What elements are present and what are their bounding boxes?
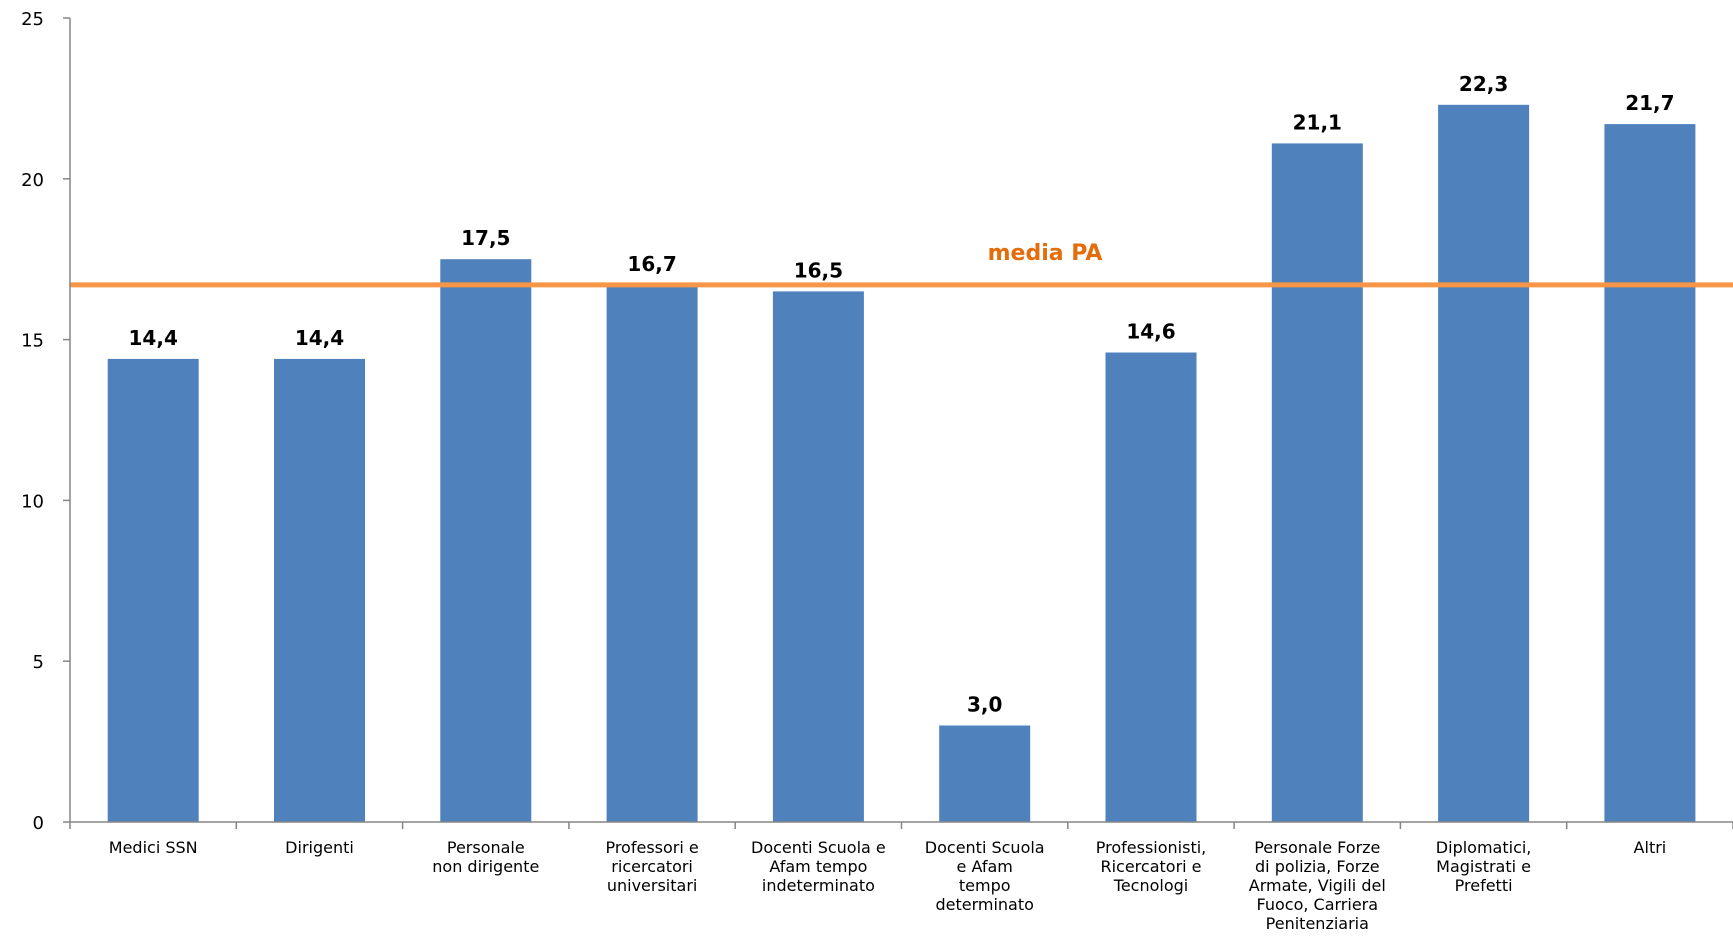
data-label: 14,4 [295, 326, 344, 350]
x-tick-label: Altri [1634, 838, 1667, 857]
x-tick-label: Docenti Scuola e Afam tempo determinato [925, 838, 1045, 914]
bar [107, 358, 199, 822]
bar [1438, 104, 1530, 823]
y-tick-label: 25 [21, 9, 44, 30]
reference-line-label: media PA [988, 241, 1103, 266]
x-tick-label: Docenti Scuola e Afam tempo indeterminato [751, 838, 886, 895]
bar [606, 284, 698, 822]
data-label: 14,4 [129, 326, 178, 350]
x-tick-label: Professori e ricercatori universitari [605, 838, 698, 895]
x-tick-label: Professionisti, Ricercatori e Tecnologi [1096, 838, 1207, 895]
y-tick-label: 0 [33, 813, 44, 834]
data-label: 16,7 [627, 252, 676, 276]
y-tick-label: 15 [21, 331, 44, 352]
x-tick-label: Dirigenti [285, 838, 354, 857]
bar [1271, 143, 1363, 822]
data-label: 21,1 [1293, 110, 1342, 134]
data-label: 17,5 [461, 226, 510, 250]
data-label: 3,0 [967, 693, 1002, 717]
data-label: 21,7 [1625, 91, 1674, 115]
bar [1604, 124, 1696, 823]
bar [772, 291, 864, 822]
x-tick-label: Personale Forze di polizia, Forze Armate, … [1249, 838, 1386, 933]
y-tick-label: 5 [33, 652, 44, 673]
y-tick-label: 10 [21, 491, 44, 512]
data-label: 22,3 [1459, 72, 1508, 96]
x-tick-label: Medici SSN [109, 838, 198, 857]
x-tick-label: Personale non dirigente [432, 838, 539, 876]
bar [939, 725, 1031, 822]
bar [1105, 352, 1197, 822]
bar [274, 358, 365, 822]
y-tick-label: 20 [21, 170, 44, 191]
bar [440, 259, 532, 822]
data-label: 16,5 [794, 258, 843, 282]
data-label: 14,6 [1126, 320, 1175, 344]
x-tick-label: Diplomatici, Magistrati e Prefetti [1436, 838, 1532, 895]
